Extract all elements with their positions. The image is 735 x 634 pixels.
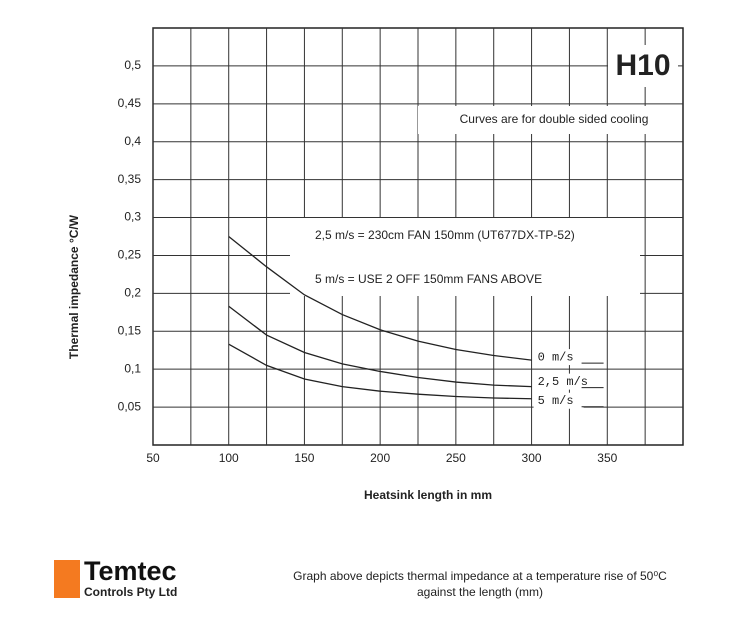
caption: Graph above depicts thermal impedance at… xyxy=(293,569,667,583)
series-label: 0 m/s xyxy=(538,350,574,364)
y-tick-label: 0,5 xyxy=(124,58,141,72)
x-tick-label: 100 xyxy=(219,451,239,465)
logo: Temtec xyxy=(84,556,177,586)
series-label-box xyxy=(533,392,584,409)
curve xyxy=(228,343,532,400)
series-label: 5 m/s xyxy=(538,394,574,408)
note-box xyxy=(418,106,678,134)
note: Curves are for double sided cooling xyxy=(460,112,649,126)
x-axis-label: Heatsink length in mm xyxy=(364,488,492,502)
badge-box xyxy=(608,45,678,87)
y-tick-label: 0,45 xyxy=(118,96,142,110)
x-tick-label: 150 xyxy=(294,451,314,465)
badge: H10 xyxy=(615,49,670,82)
x-tick-label: 300 xyxy=(522,451,542,465)
x-tick-label: 250 xyxy=(446,451,466,465)
caption: against the length (mm) xyxy=(417,585,543,599)
annotation: 2,5 m/s = 230cm FAN 150mm (UT677DX-TP-52… xyxy=(315,228,575,242)
series-label-box xyxy=(533,373,584,390)
y-tick-label: 0,4 xyxy=(124,134,141,148)
curve xyxy=(228,235,532,361)
x-tick-label: 200 xyxy=(370,451,390,465)
logo-mark xyxy=(54,560,80,598)
y-axis-label: Thermal impedance °C/W xyxy=(67,214,81,359)
y-tick-label: 0,25 xyxy=(118,248,142,262)
annotation: 5 m/s = USE 2 OFF 150mm FANS ABOVE xyxy=(315,272,542,286)
y-tick-label: 0,2 xyxy=(124,286,141,300)
series-label-box xyxy=(533,349,584,366)
x-tick-label: 50 xyxy=(146,451,160,465)
y-tick-label: 0,1 xyxy=(124,361,141,375)
curve xyxy=(228,305,532,388)
x-tick-label: 350 xyxy=(597,451,617,465)
y-tick-label: 0,3 xyxy=(124,210,141,224)
y-tick-label: 0,05 xyxy=(118,399,142,413)
series-label: 2,5 m/s xyxy=(538,375,588,389)
annotation-box xyxy=(290,218,640,296)
company: Controls Pty Ltd xyxy=(84,585,177,599)
y-tick-label: 0,15 xyxy=(118,323,142,337)
y-tick-label: 0,35 xyxy=(118,172,142,186)
